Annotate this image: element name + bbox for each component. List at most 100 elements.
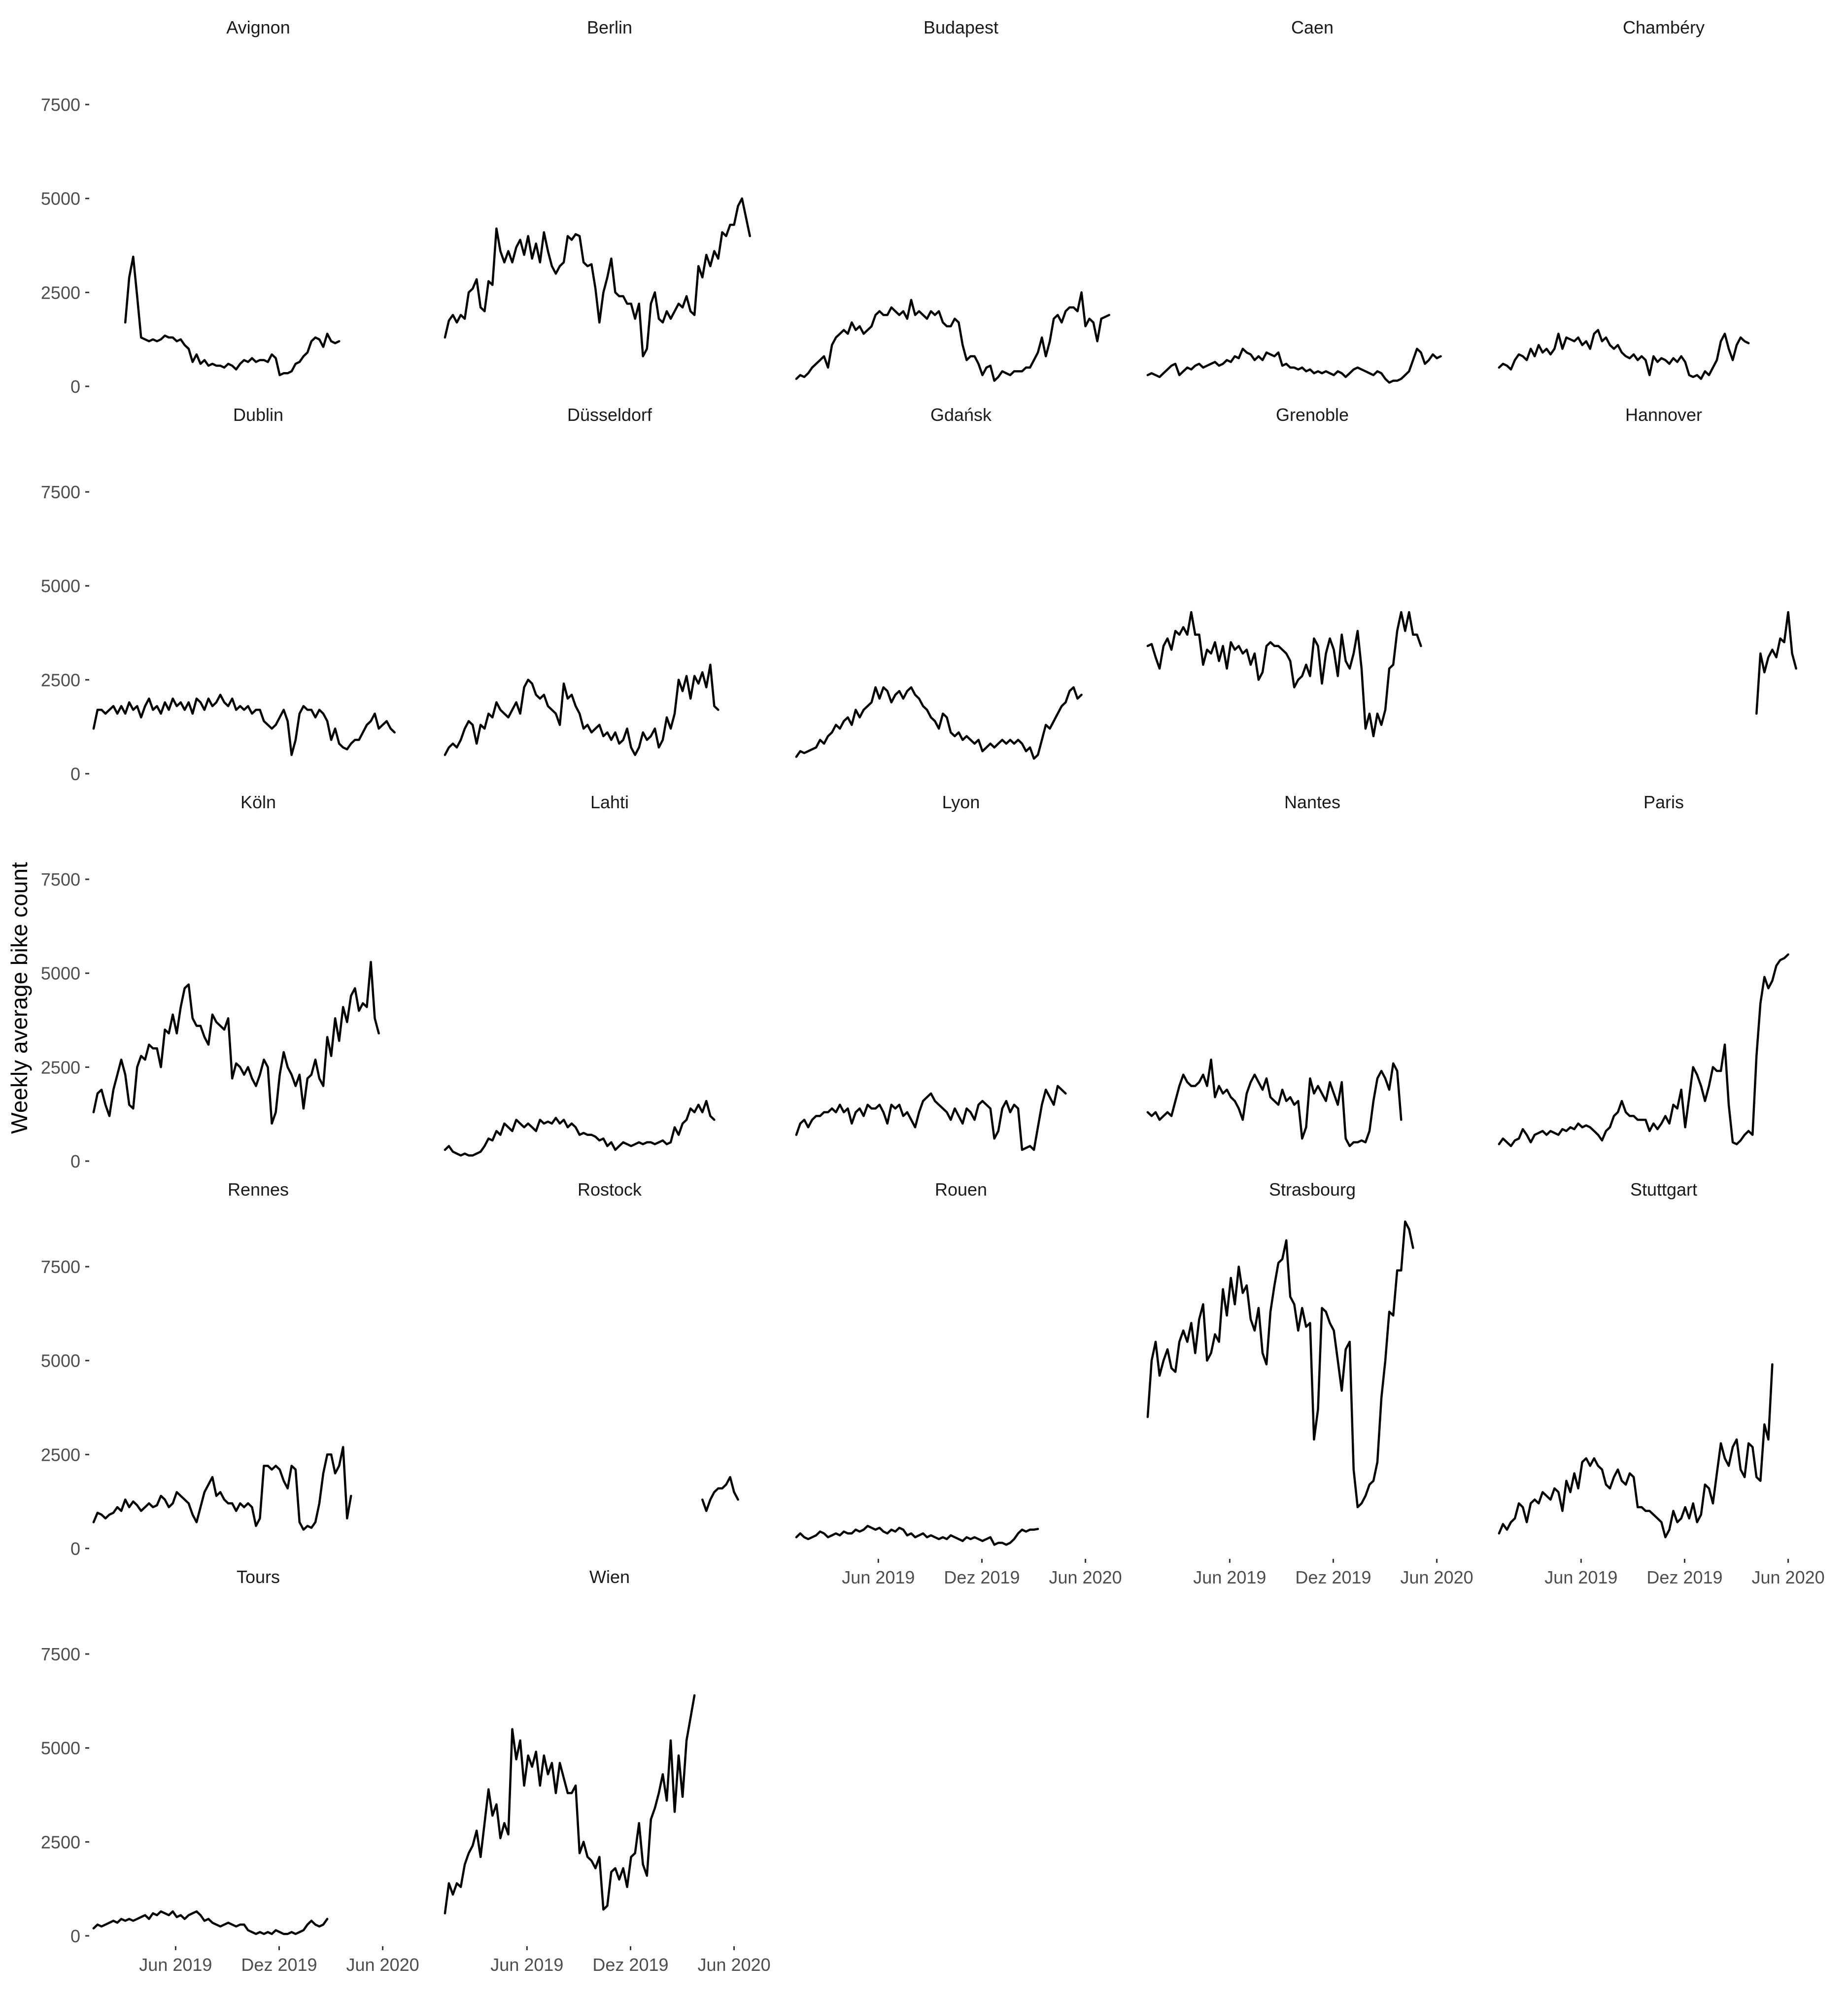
panel-paris: Paris: [1498, 792, 1789, 1147]
x-tick-label: Jun 2019: [1544, 1567, 1617, 1587]
panel-rouen: Rouen Jun 2019 Dez 2019 Jun 2020: [795, 1179, 1122, 1587]
series-line-lahti: [444, 1100, 716, 1157]
x-tick-label: Dez 2019: [944, 1567, 1020, 1587]
panel-title-chambery: Chambéry: [1623, 17, 1705, 37]
panel-title-dublin: Dublin: [233, 405, 283, 425]
series-line-stuttgart: [1498, 1363, 1774, 1539]
series-line-avignon: [124, 255, 341, 377]
panel-title-lyon: Lyon: [942, 792, 980, 812]
panel-title-gdansk: Gdańsk: [930, 405, 992, 425]
series-line-wien: [444, 1694, 696, 1915]
y-tick-label: 2500: [41, 1057, 80, 1077]
panel-berlin: Berlin: [444, 17, 751, 358]
y-tick-label: 7500: [41, 95, 80, 115]
series-line-strasbourg: [1146, 1220, 1414, 1509]
panel-title-berlin: Berlin: [587, 17, 632, 37]
panel-hannover: Hannover: [1625, 405, 1797, 715]
x-tick-label: Dez 2019: [241, 1955, 317, 1975]
panel-title-lahti: Lahti: [590, 792, 629, 812]
x-tick-label: Jun 2020: [346, 1955, 419, 1975]
panel-chambery: Chambéry: [1498, 17, 1750, 380]
x-tick-label: Dez 2019: [1295, 1567, 1371, 1587]
facet-panels: Avignon 0 2500 5000 7500 Berlin Budapest Caen Ch…: [41, 17, 1825, 1975]
panel-gdansk: Gdańsk: [795, 405, 1083, 760]
panel-budapest: Budapest: [795, 17, 1111, 382]
y-tick-label: 5000: [41, 1738, 80, 1758]
panel-lyon: Lyon: [795, 792, 1067, 1151]
y-tick-label: 0: [70, 1151, 80, 1171]
panel-title-dusseldorf: Düsseldorf: [567, 405, 652, 425]
panel-title-koln: Köln: [240, 792, 276, 812]
y-tick-label: 0: [70, 377, 80, 397]
panel-title-grenoble: Grenoble: [1276, 405, 1349, 425]
series-line-dublin: [92, 693, 396, 757]
series-line-chambery: [1498, 329, 1750, 380]
panel-caen: Caen: [1146, 17, 1442, 384]
x-tick-label: Jun 2019: [490, 1955, 563, 1975]
x-tick-label: Jun 2020: [698, 1955, 771, 1975]
series-line-tours: [92, 1910, 329, 1935]
x-tick-label: Dez 2019: [592, 1955, 668, 1975]
panel-title-wien: Wien: [589, 1567, 630, 1587]
panel-strasbourg: Strasbourg Jun 2019 Dez 2019 Jun 2020: [1146, 1179, 1473, 1587]
x-tick-label: Jun 2019: [1193, 1567, 1266, 1587]
series-line-lyon: [795, 1085, 1067, 1151]
x-tick-label: Jun 2019: [139, 1955, 212, 1975]
y-tick-label: 7500: [41, 1644, 80, 1664]
y-tick-label: 5000: [41, 189, 80, 209]
x-tick-label: Dez 2019: [1646, 1567, 1722, 1587]
series-line-grenoble: [1146, 611, 1422, 737]
panel-title-rennes: Rennes: [228, 1179, 289, 1200]
x-tick-label: Jun 2020: [1752, 1567, 1825, 1587]
y-tick-label: 2500: [41, 1445, 80, 1465]
panel-title-caen: Caen: [1291, 17, 1334, 37]
panel-title-strasbourg: Strasbourg: [1269, 1179, 1356, 1200]
panel-title-rouen: Rouen: [935, 1179, 987, 1200]
series-line-rouen: [795, 1524, 1039, 1546]
y-tick-label: 0: [70, 1539, 80, 1559]
y-tick-label: 7500: [41, 1257, 80, 1277]
y-tick-label: 5000: [41, 1351, 80, 1371]
series-line-rennes: [92, 1445, 352, 1531]
y-tick-label: 5000: [41, 964, 80, 984]
series-line-nantes: [1146, 1058, 1403, 1147]
y-tick-label: 2500: [41, 670, 80, 690]
panel-title-tours: Tours: [237, 1567, 280, 1587]
series-line-rostock: [701, 1476, 739, 1512]
series-line-gdansk: [795, 686, 1083, 760]
panel-rennes: Rennes 0 2500 5000 7500: [41, 1179, 352, 1559]
x-tick-label: Jun 2020: [1401, 1567, 1473, 1587]
series-line-paris: [1498, 953, 1789, 1147]
series-line-hannover: [1755, 611, 1797, 715]
y-tick-label: 7500: [41, 869, 80, 890]
panel-nantes: Nantes: [1146, 792, 1403, 1147]
panel-lahti: Lahti: [444, 792, 716, 1157]
y-axis-title: Weekly average bike count: [6, 862, 32, 1134]
panel-title-stuttgart: Stuttgart: [1630, 1179, 1697, 1200]
panel-title-paris: Paris: [1643, 792, 1684, 812]
series-line-budapest: [795, 291, 1111, 382]
panel-title-hannover: Hannover: [1625, 405, 1702, 425]
panel-dusseldorf: Düsseldorf: [444, 405, 719, 757]
panel-title-avignon: Avignon: [226, 17, 290, 37]
panel-title-rostock: Rostock: [578, 1179, 642, 1200]
series-line-koln: [92, 961, 380, 1125]
panel-rostock: Rostock: [578, 1179, 739, 1512]
panel-dublin: Dublin 0 2500 5000 7500: [41, 405, 396, 784]
panel-tours: Tours 0 2500 5000 7500 Jun 2019 Dez 2019 Jun 20…: [41, 1567, 419, 1975]
y-tick-label: 7500: [41, 482, 80, 502]
y-tick-label: 5000: [41, 576, 80, 596]
panel-stuttgart: Stuttgart Jun 2019 Dez 2019 Jun 2020: [1498, 1179, 1825, 1587]
panel-grenoble: Grenoble: [1146, 405, 1422, 737]
panel-koln: Köln 0 2500 5000 7500: [41, 792, 380, 1171]
series-line-caen: [1146, 347, 1442, 384]
panel-wien: Wien Jun 2019 Dez 2019 Jun 2020: [444, 1567, 771, 1975]
panel-title-budapest: Budapest: [924, 17, 998, 37]
y-tick-label: 2500: [41, 282, 80, 303]
series-line-dusseldorf: [444, 663, 719, 757]
panel-title-nantes: Nantes: [1284, 792, 1340, 812]
series-line-berlin: [444, 197, 751, 358]
y-tick-label: 0: [70, 1926, 80, 1946]
panel-avignon: Avignon 0 2500 5000 7500: [41, 17, 341, 397]
